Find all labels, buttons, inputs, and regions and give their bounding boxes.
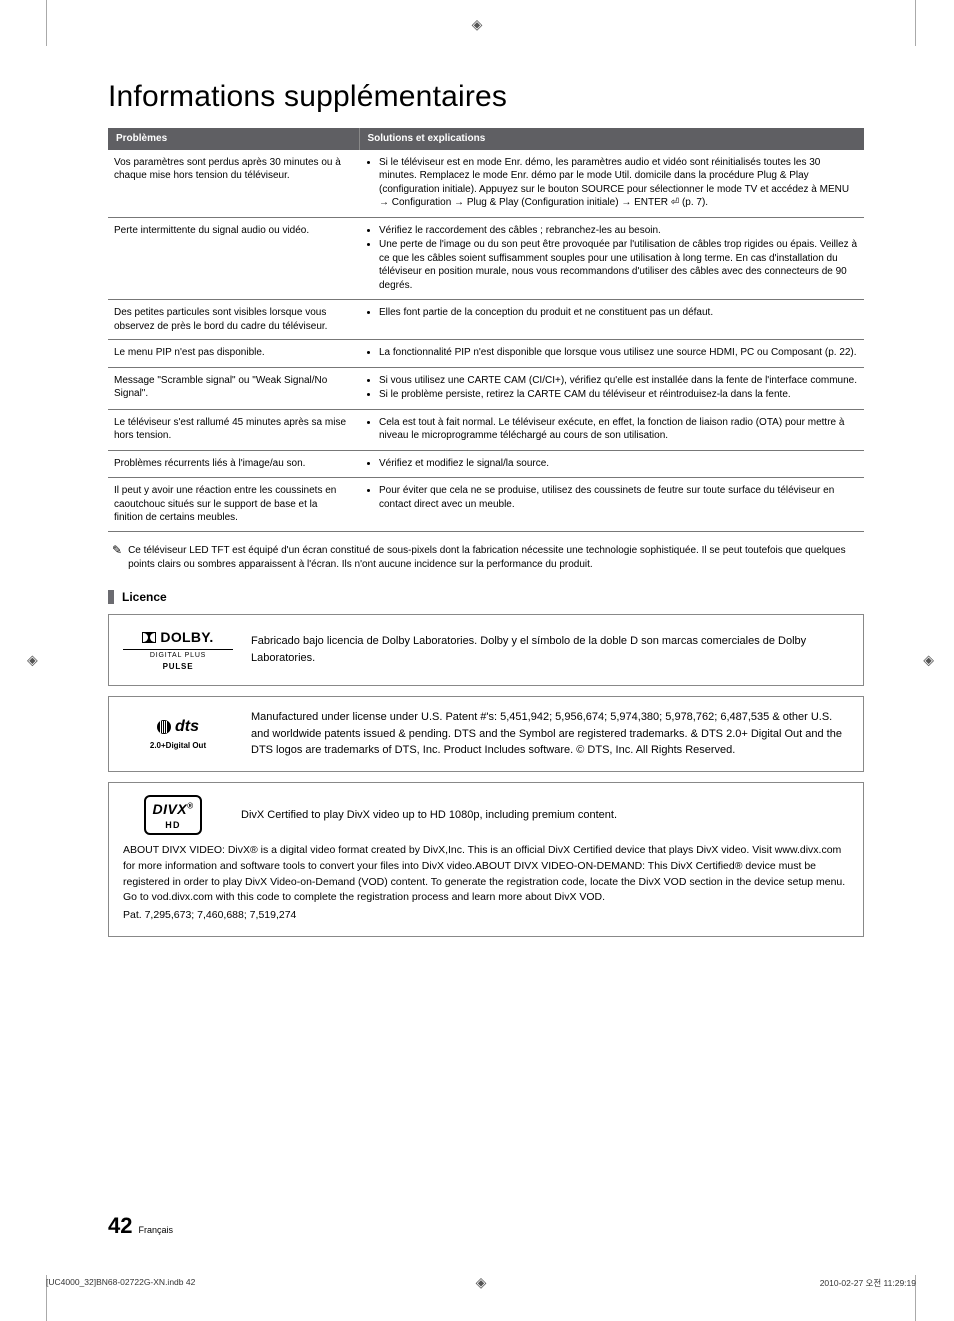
page-number-block: 42 Français — [108, 1213, 173, 1239]
licence-heading: Licence — [108, 590, 864, 604]
table-row: Il peut y avoir une réaction entre les c… — [108, 478, 864, 532]
registration-mark-icon: ◈ — [472, 16, 483, 33]
troubleshooting-table: Problèmes Solutions et explications Vos … — [108, 128, 864, 532]
divx-logo: DIVX® HD — [123, 795, 223, 836]
solution-item: Vérifiez et modifiez le signal/la source… — [379, 457, 858, 471]
crop-mark — [46, 0, 47, 46]
dolby-caption-1: DIGITAL PLUS — [123, 649, 233, 662]
licence-heading-label: Licence — [122, 590, 167, 604]
dts-logo: dts 2.0+Digital Out — [123, 715, 233, 752]
registration-mark-icon: ◈ — [476, 1274, 487, 1291]
dolby-logo: DOLBY. DIGITAL PLUS PULSE — [123, 627, 233, 674]
footnote: ✎ Ce téléviseur LED TFT est équipé d'un … — [108, 544, 864, 572]
dolby-caption-2: PULSE — [123, 661, 233, 673]
solution-item: Cela est tout à fait normal. Le télévise… — [379, 416, 858, 443]
divx-sub-text: HD — [152, 819, 193, 833]
solution-item: Si vous utilisez une CARTE CAM (CI/CI+),… — [379, 374, 858, 388]
solution-cell: Pour éviter que cela ne se produise, uti… — [359, 478, 864, 532]
registration-mark-icon: ◈ — [923, 652, 934, 669]
solution-item: Si le téléviseur est en mode Enr. démo, … — [379, 156, 858, 210]
table-header-problems: Problèmes — [108, 128, 359, 150]
registration-mark-icon: ◈ — [27, 652, 38, 669]
table-row: Le menu PIP n'est pas disponible. La fonc… — [108, 340, 864, 368]
solution-cell: Si vous utilisez une CARTE CAM (CI/CI+),… — [359, 367, 864, 409]
dts-licence-text: Manufactured under license under U.S. Pa… — [251, 709, 849, 759]
problem-cell: Message "Scramble signal" ou "Weak Signa… — [108, 367, 359, 409]
solution-item: Une perte de l'image ou du son peut être… — [379, 238, 858, 292]
table-row: Vos paramètres sont perdus après 30 minu… — [108, 150, 864, 218]
table-row: Des petites particules sont visibles lor… — [108, 300, 864, 340]
solution-cell: Elles font partie de la conception du pr… — [359, 300, 864, 340]
table-row: Problèmes récurrents liés à l'image/au s… — [108, 450, 864, 478]
solution-cell: La fonctionnalité PIP n'est disponible q… — [359, 340, 864, 368]
problem-cell: Des petites particules sont visibles lor… — [108, 300, 359, 340]
solution-cell: Cela est tout à fait normal. Le télévise… — [359, 409, 864, 450]
solution-item: La fonctionnalité PIP n'est disponible q… — [379, 346, 858, 360]
divx-brand-text: DIVX — [152, 801, 187, 817]
dts-disc-icon — [157, 720, 171, 734]
solution-item: Vérifiez le raccordement des câbles ; re… — [379, 224, 858, 238]
note-text: Ce téléviseur LED TFT est équipé d'un éc… — [128, 544, 864, 572]
divx-about-text: ABOUT DIVX VIDEO: DivX® is a digital vid… — [123, 843, 849, 906]
dts-caption: 2.0+Digital Out — [123, 740, 233, 752]
footer-left-meta: [UC4000_32]BN68-02722G-XN.indb 42 — [46, 1277, 195, 1289]
note-icon: ✎ — [112, 544, 122, 572]
page-number: 42 — [108, 1213, 132, 1239]
problem-cell: Il peut y avoir une réaction entre les c… — [108, 478, 359, 532]
table-row: Le téléviseur s'est rallumé 45 minutes a… — [108, 409, 864, 450]
solution-cell: Vérifiez le raccordement des câbles ; re… — [359, 217, 864, 300]
page-title: Informations supplémentaires — [108, 80, 864, 114]
licence-box-dolby: DOLBY. DIGITAL PLUS PULSE Fabricado bajo… — [108, 614, 864, 687]
dts-brand-text: dts — [175, 715, 199, 739]
licence-box-dts: dts 2.0+Digital Out Manufactured under l… — [108, 696, 864, 772]
divx-patents-text: Pat. 7,295,673; 7,460,688; 7,519,274 — [123, 908, 849, 924]
divx-licence-text: DivX Certified to play DivX video up to … — [241, 807, 617, 824]
dolby-brand-text: DOLBY. — [160, 627, 213, 648]
print-footer: [UC4000_32]BN68-02722G-XN.indb 42 ◈ 2010… — [46, 1277, 916, 1289]
table-header-solutions: Solutions et explications — [359, 128, 864, 150]
solution-cell: Si le téléviseur est en mode Enr. démo, … — [359, 150, 864, 218]
dolby-dd-icon — [142, 632, 156, 643]
solution-item: Pour éviter que cela ne se produise, uti… — [379, 484, 858, 511]
solution-item: Elles font partie de la conception du pr… — [379, 306, 858, 320]
footer-right-meta: 2010-02-27 오전 11:29:19 — [820, 1277, 916, 1289]
crop-mark — [915, 0, 916, 46]
table-row: Message "Scramble signal" ou "Weak Signa… — [108, 367, 864, 409]
dolby-licence-text: Fabricado bajo licencia de Dolby Laborat… — [251, 633, 849, 666]
problem-cell: Vos paramètres sont perdus après 30 minu… — [108, 150, 359, 218]
problem-cell: Le téléviseur s'est rallumé 45 minutes a… — [108, 409, 359, 450]
problem-cell: Le menu PIP n'est pas disponible. — [108, 340, 359, 368]
solution-cell: Vérifiez et modifiez le signal/la source… — [359, 450, 864, 478]
licence-box-divx: DIVX® HD DivX Certified to play DivX vid… — [108, 782, 864, 937]
heading-bar-icon — [108, 590, 114, 604]
problem-cell: Problèmes récurrents liés à l'image/au s… — [108, 450, 359, 478]
page-language: Français — [138, 1225, 173, 1235]
problem-cell: Perte intermittente du signal audio ou v… — [108, 217, 359, 300]
solution-item: Si le problème persiste, retirez la CART… — [379, 388, 858, 402]
table-row: Perte intermittente du signal audio ou v… — [108, 217, 864, 300]
